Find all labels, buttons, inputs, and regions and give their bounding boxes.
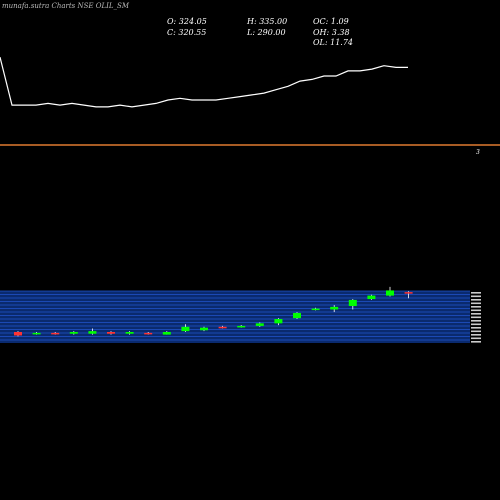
candle-up [367, 295, 376, 300]
candle-up [162, 332, 171, 335]
axis-tick [471, 299, 481, 301]
axis-tick [471, 306, 481, 308]
oh-value: OH: 3.38 [313, 28, 350, 37]
axis-mark: 3 [476, 149, 480, 156]
axis-tick [471, 309, 481, 312]
price-bands [0, 290, 470, 343]
axis-tick [471, 334, 481, 336]
axis-tick [471, 337, 481, 340]
axis-tick [471, 330, 481, 333]
candle-down [218, 326, 227, 329]
candle-up [200, 327, 208, 331]
candle-up [274, 319, 283, 324]
axis-tick [471, 316, 481, 319]
high-value: H: 335.00 [247, 17, 288, 26]
candle-up [69, 332, 78, 334]
candle-down [107, 332, 115, 334]
low-value: L: 290.00 [247, 28, 286, 37]
oc-value: OC: 1.09 [313, 17, 349, 26]
axis-tick [471, 341, 481, 343]
axis-tick [471, 313, 481, 315]
candle-up [348, 299, 357, 306]
trend-line [0, 56, 408, 108]
candle-up [293, 312, 301, 319]
ol-value: OL: 11.74 [313, 38, 354, 47]
price-axis-ticks [471, 292, 481, 343]
candle-up [181, 326, 190, 332]
candle-up [386, 290, 394, 296]
band-background [0, 291, 470, 343]
candle-down [51, 332, 60, 335]
axis-tick [471, 327, 481, 329]
candle-up [330, 306, 339, 310]
candle-down [404, 292, 413, 294]
candle-up [88, 331, 97, 334]
axis-tick [471, 292, 481, 294]
candle-down [14, 332, 22, 336]
candles [14, 286, 413, 337]
candle-down [144, 332, 153, 335]
axis-tick [471, 320, 481, 322]
candle-up [125, 332, 134, 334]
axis-tick [471, 323, 481, 326]
candle-up [32, 332, 41, 335]
axis-tick [471, 302, 481, 305]
candle-up [311, 308, 320, 311]
chart-title: munafa.sutra Charts NSE OLIL_SM [2, 2, 130, 10]
candle-up [237, 325, 246, 328]
candle-up [255, 323, 264, 326]
axis-tick [471, 295, 481, 298]
close-value: C: 320.55 [167, 28, 207, 37]
open-value: O: 324.05 [167, 17, 207, 26]
